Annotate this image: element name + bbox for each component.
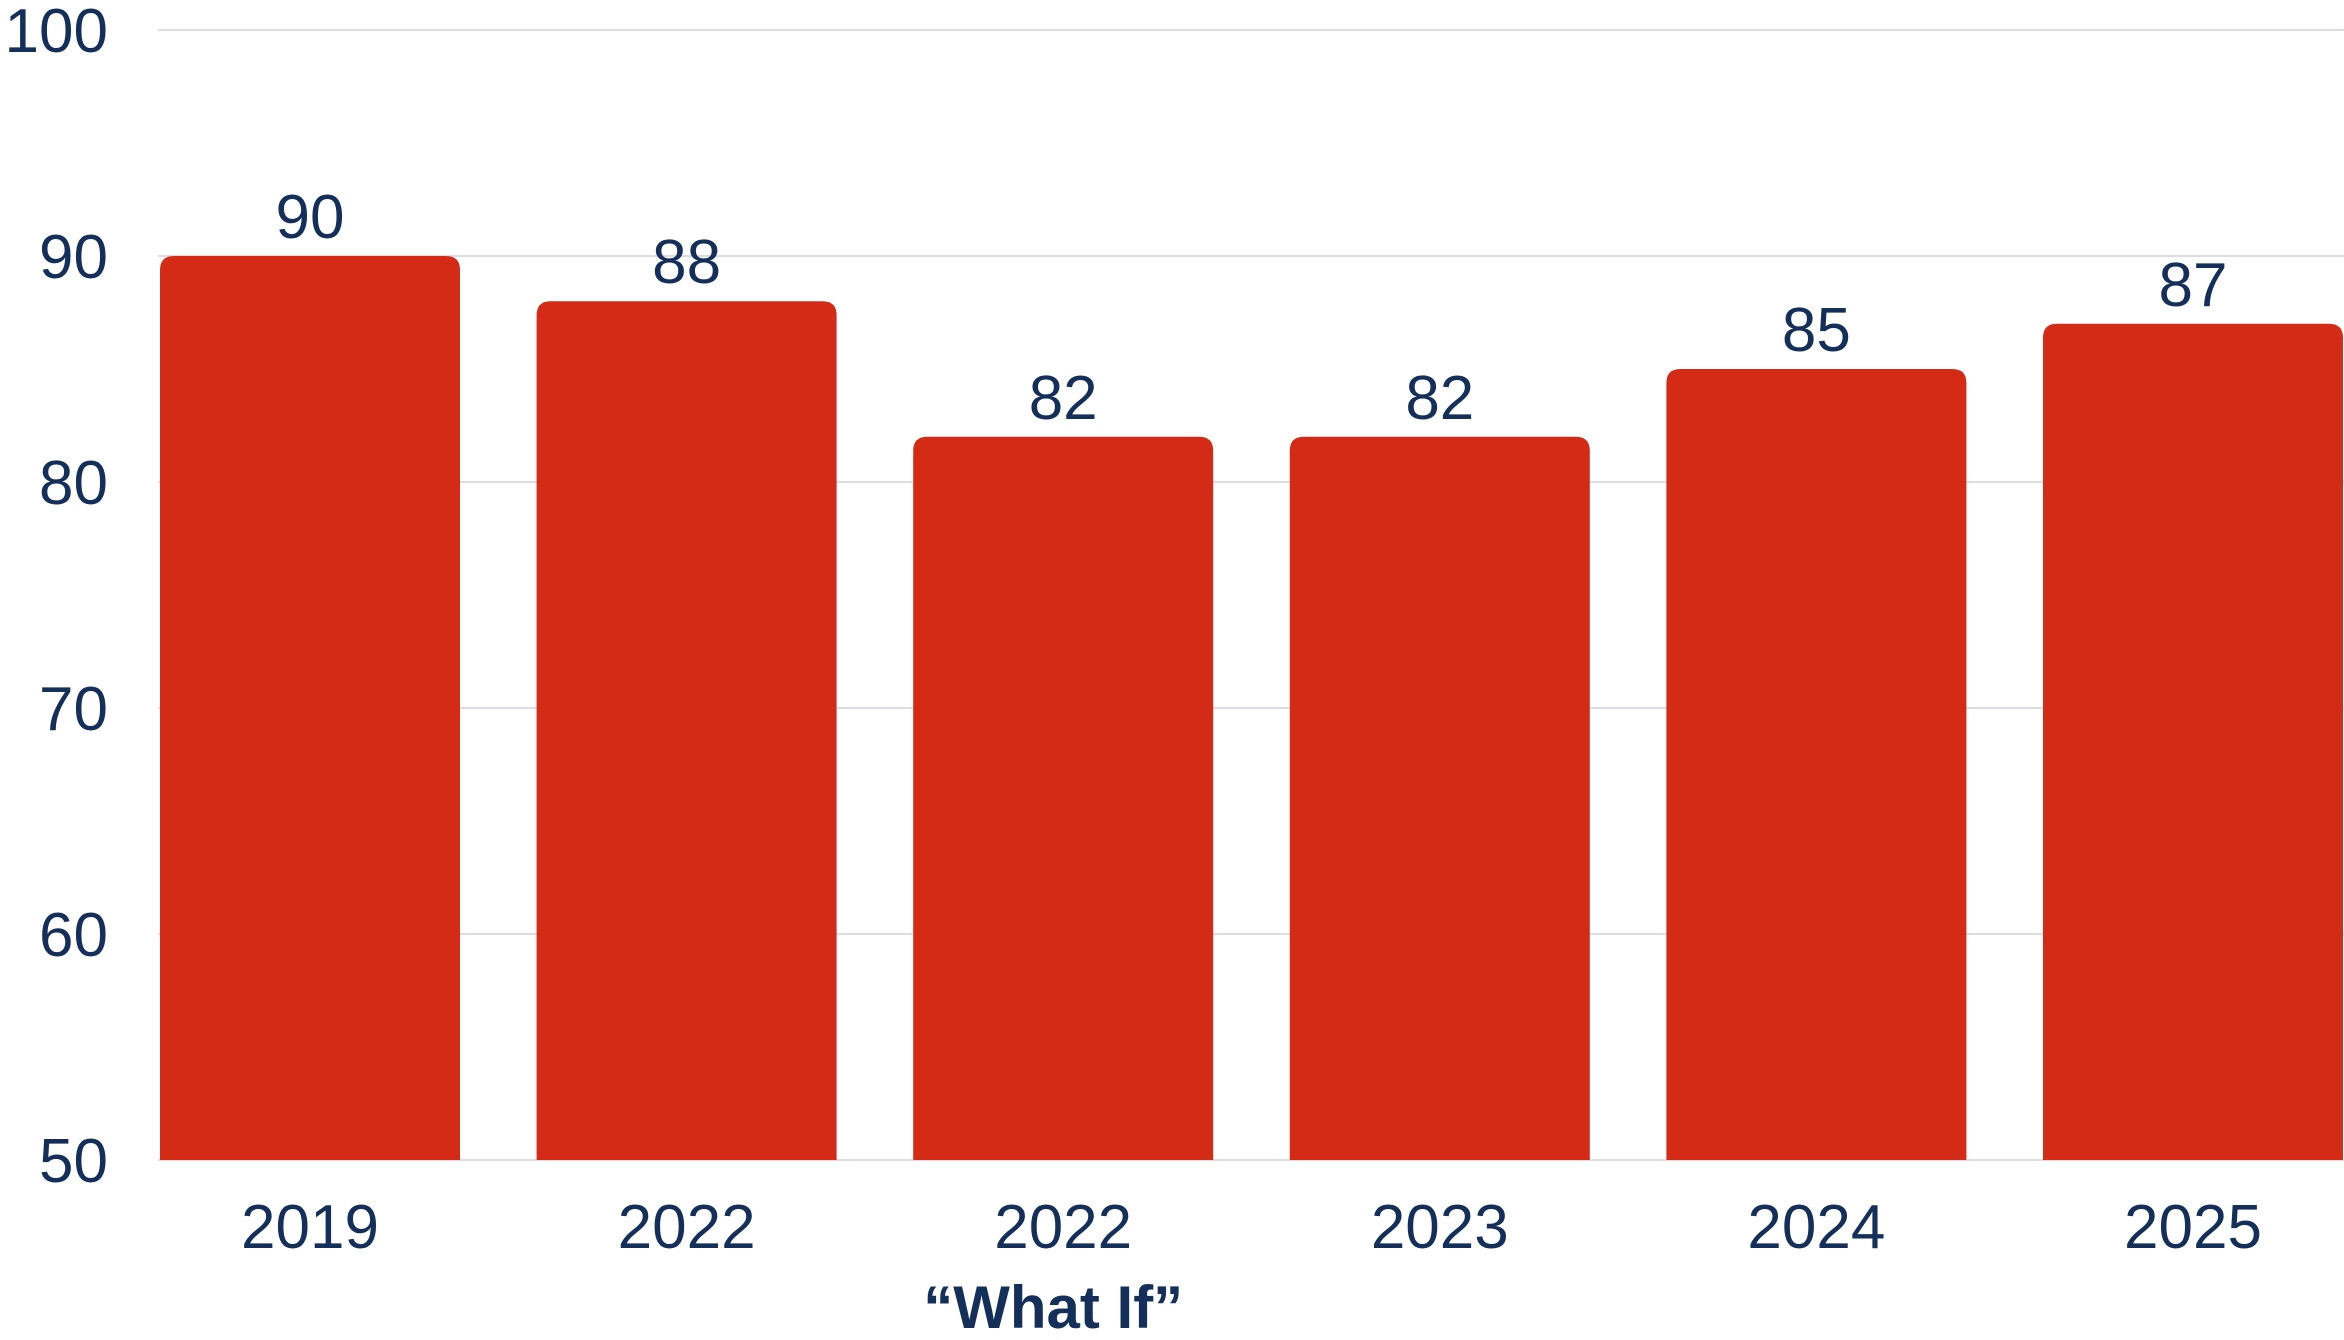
y-tick-label: 70 — [39, 675, 108, 744]
y-tick-label: 80 — [39, 449, 108, 518]
bar — [536, 301, 837, 1160]
data-label: 90 — [276, 183, 345, 252]
x-tick-label: 2025 — [2124, 1193, 2262, 1262]
bar — [1666, 369, 1967, 1160]
x-tick-label: 2019 — [241, 1193, 379, 1262]
bar — [1289, 436, 1590, 1160]
x-tick-label: 2024 — [1747, 1193, 1885, 1262]
x-tick-label: 2023 — [1371, 1193, 1509, 1262]
data-label: 85 — [1782, 296, 1851, 365]
y-axis-ticks: 50 60 70 80 90 100 — [5, 0, 108, 1196]
data-labels: 90 88 82 82 85 87 — [276, 183, 2228, 433]
data-label: 88 — [652, 228, 721, 297]
y-tick-label: 60 — [39, 901, 108, 970]
bars — [160, 256, 2343, 1160]
data-label: 82 — [1029, 364, 1098, 433]
bar — [913, 436, 1214, 1160]
x-axis-ticks: 2019 2022 2022 2023 2024 2025 — [241, 1193, 2262, 1262]
data-label: 82 — [1405, 364, 1474, 433]
bar — [2043, 323, 2343, 1160]
y-tick-label: 50 — [39, 1127, 108, 1196]
x-tick-label: 2022 — [994, 1193, 1132, 1262]
data-label: 87 — [2159, 251, 2228, 320]
y-tick-label: 90 — [39, 223, 108, 292]
what-if-annotation: “What If” — [923, 1274, 1183, 1340]
annotations: “What If” — [923, 1274, 1183, 1340]
y-tick-label: 100 — [5, 0, 108, 66]
gridlines — [158, 29, 2344, 1161]
bar — [160, 256, 460, 1160]
x-tick-label: 2022 — [618, 1193, 756, 1262]
